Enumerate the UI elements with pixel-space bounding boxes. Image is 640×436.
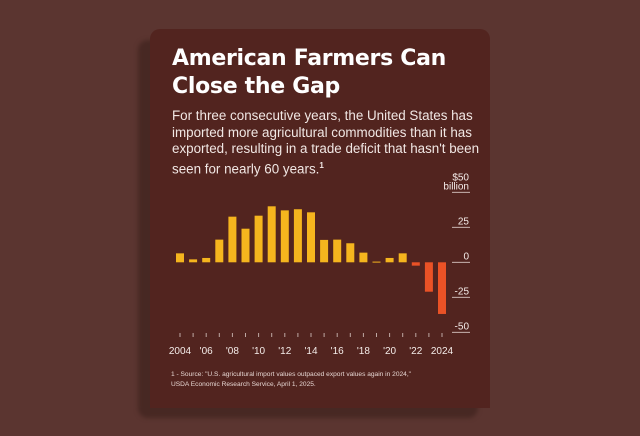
x-tick-label-2022: '22 [409,346,422,357]
chart-title: American Farmers Can Close the Gap [172,46,447,99]
y-tick-label-0: 0 [463,251,469,262]
x-tick-label-2012: '12 [278,346,291,357]
bar-2017 [346,243,355,263]
footnote-mark: 1 [319,160,324,170]
subtitle-text: For three consecutive years, the United … [172,108,480,176]
bar-2005 [189,259,198,263]
bar-2008 [228,216,237,263]
bar-2021 [398,253,407,263]
bar-2015 [320,239,329,263]
footnote: 1 - Source: "U.S. agricultural import va… [171,370,471,389]
y-tick-label--50: -50 [455,321,470,332]
footnote-line-2: USDA Economic Research Service, April 1,… [171,380,316,388]
bar-2012 [280,210,289,263]
bar-2007 [215,239,224,263]
chart-subtitle: For three consecutive years, the United … [172,108,482,177]
bar-2016 [333,239,342,263]
y-axis-label-line1: $50 [452,172,469,183]
x-tick-label-2018: '18 [357,346,370,357]
x-tick-label-2006: '06 [200,346,213,357]
bar-2023 [424,262,433,292]
x-tick-label-2014: '14 [304,346,317,357]
bar-2004 [176,253,184,263]
bar-2022 [411,262,420,266]
bar-2019 [372,261,381,263]
bar-2018 [359,252,368,263]
x-tick-label-2004: 2004 [169,346,192,357]
y-axis-label-line2: billion [443,181,469,192]
bar-2006 [202,257,211,263]
bar-2020 [385,257,394,263]
footnote-line-1: 1 - Source: "U.S. agricultural import va… [171,371,411,378]
y-tick-label--25: -25 [455,286,470,297]
x-tick-label-2020: '20 [383,346,396,357]
bar-2011 [267,206,276,263]
y-tick-label-25: 25 [458,216,470,227]
x-tick-label-2024: 2024 [431,346,454,357]
bar-2013 [293,209,302,263]
chart-card [150,29,490,408]
bar-2024 [438,262,446,314]
bar-2009 [241,228,250,263]
bar-2010 [254,215,263,263]
x-tick-label-2010: '10 [252,346,265,357]
x-tick-label-2008: '08 [226,346,239,357]
bar-2014 [307,212,315,263]
x-tick-label-2016: '16 [331,346,344,357]
